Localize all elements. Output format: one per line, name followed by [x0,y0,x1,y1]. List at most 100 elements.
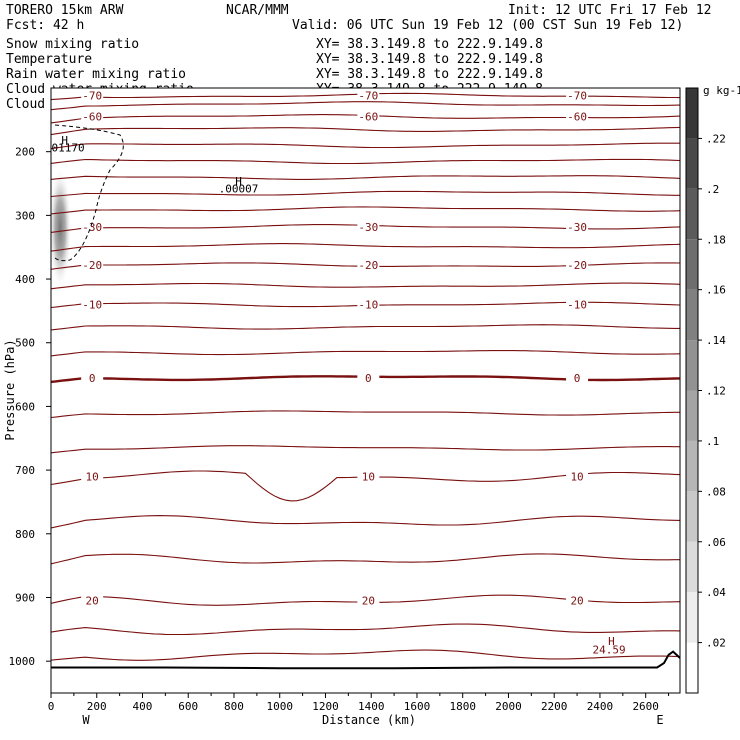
isotherm-label: -10 [82,299,102,312]
isotherm-line [51,623,680,636]
isotherm-label-bg [357,298,380,311]
colorbar-tick-label: .18 [706,233,726,246]
isotherm-label: 0 [574,372,581,385]
colorbar-swatch [686,642,698,693]
isotherm-label: -60 [567,111,587,124]
forecast-hour: Fcst: 42 h [6,18,84,33]
isotherm-line [51,350,680,357]
isotherm-label: 0 [89,372,96,385]
x-tick-label: 2200 [541,700,568,713]
surface-pressure-line [51,650,680,670]
isotherm-label-bg [566,259,589,272]
colorbar-swatch [686,239,698,290]
isotherm-label-bg [81,89,104,102]
isotherm-label: 20 [570,595,583,608]
isotherm-label-bg [357,594,380,607]
colorbar-tick-label: .22 [706,132,726,145]
isotherm-label-bg [566,220,589,233]
x-tick-label: 0 [48,700,55,713]
isotherm-label-bg [566,594,589,607]
colorbar-swatch [686,390,698,441]
x-tick-label: 2400 [587,700,614,713]
isotherm-label-bg [566,371,589,384]
colorbar-swatch [686,289,698,341]
valid-time: Valid: 06 UTC Sun 19 Feb 12 (00 CST Sun … [292,18,683,33]
x-tick-label: 200 [87,700,107,713]
isotherm-line [51,126,680,136]
isotherm-label-bg [566,110,589,123]
isotherm-line [51,158,680,165]
y-tick-label: 900 [15,591,35,604]
colorbar-tick-label: .04 [706,586,726,599]
isotherm-label: -70 [82,90,102,103]
colorbar-tick-label: .1 [706,435,719,448]
y-axis-label: Pressure (hPa) [3,339,17,440]
isotherm-label-bg [81,371,104,384]
isotherm-label: -70 [358,90,378,103]
colorbar-swatch [686,491,698,542]
isotherm-label-bg [566,470,589,483]
east-end-label: E [656,713,663,727]
isotherm-label-bg [357,470,380,483]
colorbar-tick-label: .16 [706,284,726,297]
isotherm-label-bg [566,298,589,311]
isotherm-label: -10 [358,299,378,312]
plot-frame [50,87,681,694]
isotherm-label: 10 [362,470,375,483]
snow-mixing-shading [51,167,72,289]
legend-field-name: Temperature [6,52,92,67]
isotherm-label-bg [81,259,104,272]
colorbar-tick-label: .12 [706,385,726,398]
extremum-label: H [61,134,68,147]
isotherm-label: -30 [82,221,102,234]
extremum-label: 24.59 [593,644,626,657]
x-tick-label: 1000 [266,700,293,713]
temperature-isotherms: -70 -70 -70 -60 -60 -60 -30 -30 -30 -20 -20 -20 -10 -… [51,89,680,661]
cloud-ice-contour [54,124,124,262]
legend-field-xy: XY= 38.3.149.8 to 222.9.149.8 [316,67,543,82]
legend-field-name: Rain water mixing ratio [6,67,186,82]
isotherm-label-bg [357,371,380,384]
colorbar-tick-label: .08 [706,485,726,498]
x-tick-label: 800 [224,700,244,713]
isotherm-label: -30 [567,221,587,234]
x-axis-ticks: 0 200 400 600 800 1000 1200 1400 1600 1800 2000 220… [48,693,670,713]
isotherm-label-bg [81,594,104,607]
isotherm-label-bg [566,89,589,102]
legend-field-name: Snow mixing ratio [6,37,139,52]
extremum-label: .00007 [219,182,259,195]
model-title: TORERO 15km ARW [6,3,124,18]
y-tick-label: 1000 [9,655,36,668]
x-axis-label: Distance (km) [322,713,416,727]
isotherm-line [51,515,680,529]
isotherm-label: -20 [82,259,102,272]
x-tick-label: 600 [178,700,198,713]
isotherm-label: -30 [358,221,378,234]
colorbar-swatch [686,340,698,391]
x-tick-label: 1400 [358,700,385,713]
isotherm-label-bg [357,89,380,102]
x-tick-label: 1600 [404,700,431,713]
y-tick-label: 600 [15,400,35,413]
isotherm-line [51,282,680,290]
isotherm-line [51,649,680,661]
isotherm-label: 0 [365,372,372,385]
isotherm-line [51,206,680,215]
isotherm-line [51,324,680,331]
legend-field-xy: XY= 38.3.149.8 to 222.9.149.8 [316,52,543,67]
x-tick-label: 1800 [449,700,476,713]
legend-field-xy: XY= 38.3.149.8 to 222.9.149.8 [316,37,543,52]
colorbar-swatch [686,541,698,593]
colorbar: .02 .04 .06 .08 .1 .12 .14 .16 .18 .2 .22 [685,87,726,694]
isotherm-label-bg [81,298,104,311]
plot-area: -70 -70 -70 -60 -60 -60 -30 -30 -30 -20 -20 -20 -10 -… [51,88,680,693]
isotherm-label: -20 [358,259,378,272]
colorbar-swatch [686,188,698,240]
colorbar-tick-label: .02 [706,637,726,650]
isotherm-label-bg [81,220,104,233]
colorbar-swatch [686,138,698,189]
colorbar-units: g kg-1 [703,84,740,97]
isotherm-line [51,101,680,111]
isotherm-label-bg [357,220,380,233]
